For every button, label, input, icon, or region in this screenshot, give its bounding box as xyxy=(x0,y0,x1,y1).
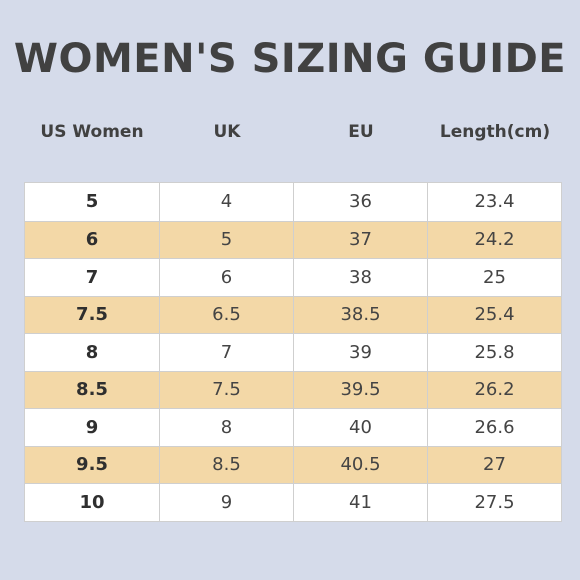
cell-length: 23.4 xyxy=(427,183,561,221)
table-header: US Women UK EU Length(cm) xyxy=(24,122,562,142)
cell-length: 27.5 xyxy=(427,484,561,521)
table-row: 8 7 39 25.8 xyxy=(25,333,561,371)
table-row: 6 5 37 24.2 xyxy=(25,220,561,258)
cell-eu: 39.5 xyxy=(293,371,427,408)
cell-eu: 37 xyxy=(293,221,427,258)
size-table: 5 4 36 23.4 6 5 37 24.2 7 6 38 25 7.5 6.… xyxy=(24,182,562,522)
cell-eu: 36 xyxy=(293,183,427,221)
cell-eu: 38 xyxy=(293,259,427,296)
cell-uk: 7.5 xyxy=(159,371,293,408)
cell-eu: 40 xyxy=(293,409,427,446)
cell-us: 9.5 xyxy=(25,446,159,483)
cell-eu: 41 xyxy=(293,484,427,521)
cell-length: 26.2 xyxy=(427,371,561,408)
cell-us: 7 xyxy=(25,259,159,296)
cell-uk: 7 xyxy=(159,334,293,371)
cell-uk: 8.5 xyxy=(159,446,293,483)
cell-uk: 6 xyxy=(159,259,293,296)
cell-length: 27 xyxy=(427,446,561,483)
cell-us: 10 xyxy=(25,484,159,521)
cell-us: 8.5 xyxy=(25,371,159,408)
table-row: 10 9 41 27.5 xyxy=(25,483,561,521)
cell-us: 6 xyxy=(25,221,159,258)
table-row: 5 4 36 23.4 xyxy=(25,183,561,221)
cell-us: 5 xyxy=(25,183,159,221)
cell-eu: 40.5 xyxy=(293,446,427,483)
table-row: 8.5 7.5 39.5 26.2 xyxy=(25,370,561,408)
cell-uk: 9 xyxy=(159,484,293,521)
cell-eu: 38.5 xyxy=(293,296,427,333)
page-title: WOMEN'S SIZING GUIDE xyxy=(13,36,567,82)
cell-length: 25.4 xyxy=(427,296,561,333)
table-row: 9 8 40 26.6 xyxy=(25,408,561,446)
cell-length: 25.8 xyxy=(427,334,561,371)
cell-length: 25 xyxy=(427,259,561,296)
header-length: Length(cm) xyxy=(439,122,551,142)
header-eu: EU xyxy=(348,122,374,142)
header-us-women: US Women xyxy=(40,122,144,142)
cell-uk: 5 xyxy=(159,221,293,258)
cell-uk: 4 xyxy=(159,183,293,221)
cell-us: 8 xyxy=(25,334,159,371)
table-row: 7 6 38 25 xyxy=(25,258,561,296)
cell-length: 26.6 xyxy=(427,409,561,446)
table-row: 7.5 6.5 38.5 25.4 xyxy=(25,295,561,333)
cell-uk: 8 xyxy=(159,409,293,446)
cell-uk: 6.5 xyxy=(159,296,293,333)
cell-eu: 39 xyxy=(293,334,427,371)
table-row: 9.5 8.5 40.5 27 xyxy=(25,445,561,483)
cell-us: 7.5 xyxy=(25,296,159,333)
cell-length: 24.2 xyxy=(427,221,561,258)
header-uk: UK xyxy=(213,122,241,142)
cell-us: 9 xyxy=(25,409,159,446)
